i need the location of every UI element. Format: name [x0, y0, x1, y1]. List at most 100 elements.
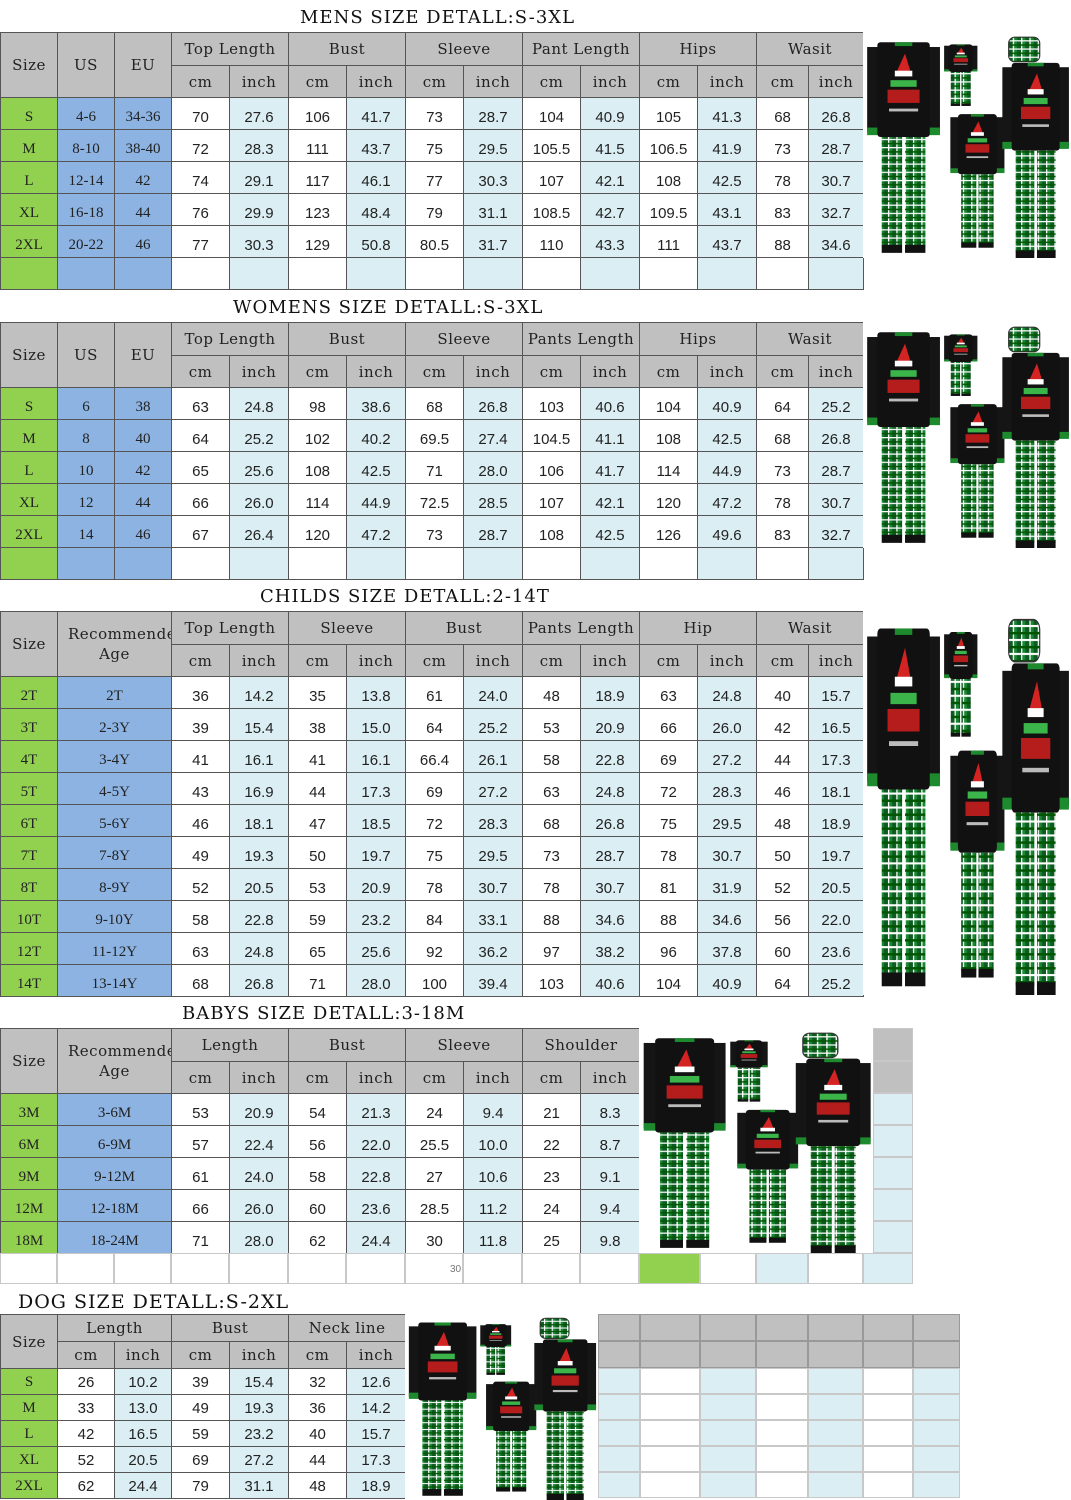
cm-value-cell: 105.5 — [522, 129, 582, 162]
inch-value-cell: 31.1 — [229, 1472, 290, 1499]
cm-value-cell: 109.5 — [639, 193, 699, 226]
inch-value-cell: 29.5 — [463, 129, 524, 162]
cm-value-cell: 107 — [522, 483, 582, 516]
cm-value-cell: 103 — [522, 964, 582, 997]
inch-value-cell: 18.1 — [808, 772, 865, 805]
inch-value-cell: 26.0 — [697, 708, 758, 741]
inch-value-cell: 47.2 — [345, 515, 407, 548]
cm-value-cell: 92 — [405, 932, 464, 965]
blank-cell — [863, 1253, 913, 1284]
cm-value-cell: 41 — [171, 740, 230, 773]
cm-value-cell: 73 — [756, 451, 810, 484]
unit-header-cm: cm — [522, 1061, 582, 1094]
age-cell: 18-24M — [57, 1221, 172, 1254]
size-cell: 4T — [0, 740, 58, 773]
inch-value-cell: 24.4 — [346, 1221, 407, 1254]
dog-outfit-icon — [1008, 36, 1041, 63]
cm-value-cell: 73 — [756, 129, 810, 162]
age-cell: 3-6M — [57, 1093, 172, 1126]
size-cell: L — [0, 161, 58, 194]
blank-cell — [640, 1472, 700, 1498]
header-row-units: cm inch cm inch cm inch cm inch — [1, 1061, 641, 1094]
column-header: Size — [0, 611, 58, 677]
inch-value-cell: 17.3 — [808, 740, 865, 773]
age-cell: 13-14Y — [57, 964, 172, 997]
inch-value-cell: 26.1 — [462, 740, 524, 773]
blank-cell — [700, 1420, 756, 1446]
size-cell: XL — [0, 1446, 58, 1473]
inch-value-cell: 26.8 — [580, 804, 641, 837]
table-row: 6T 5-6Y 46 18.1 47 18.5 72 28.3 68 26.8 75 29.5 48 18… — [0, 804, 865, 837]
cm-value-cell: 83 — [756, 515, 810, 548]
unit-header-inch: inch — [346, 644, 406, 677]
table-row: 9M 9-12M 61 24.0 58 22.8 27 10.6 23 9.1 — [0, 1157, 641, 1190]
cm-value-cell: 44 — [288, 772, 347, 805]
blank-cell — [700, 1368, 756, 1394]
cm-value-cell: 26 — [57, 1368, 115, 1395]
cm-value-cell: 44 — [288, 1446, 348, 1473]
measurement-group-header: Hips — [639, 32, 758, 66]
header-row-units: cm inch cm inch cm inch cm inch cm inch cm inch — [1, 355, 865, 388]
inch-value-cell: 20.9 — [580, 708, 641, 741]
inch-value-cell: 38.2 — [580, 932, 641, 965]
inch-value-cell: 43.7 — [345, 129, 407, 162]
unit-header-inch: inch — [808, 644, 865, 677]
cm-value-cell: 36 — [288, 1394, 348, 1421]
eu-size-cell: 46 — [114, 515, 172, 548]
cm-value-cell: 117 — [288, 161, 347, 194]
cm-value-cell: 63 — [639, 676, 699, 709]
table-row: XL 52 20.5 69 27.2 44 17.3 — [0, 1446, 407, 1473]
measurement-group-header: Length — [170, 1028, 290, 1062]
inch-value-cell: 41.3 — [697, 97, 758, 130]
cm-value-cell: 60 — [288, 1189, 348, 1222]
section-title: BABYS SIZE DETALL:3-18M — [182, 1003, 466, 1024]
cm-value-cell: 52 — [171, 868, 230, 901]
cm-value-cell: 63 — [522, 772, 582, 805]
inch-value-cell — [580, 547, 641, 580]
pajama-figure — [730, 1040, 768, 1102]
measurement-group-header: Bust — [404, 611, 524, 645]
pajama-figure — [867, 628, 940, 987]
inch-value-cell — [580, 257, 641, 290]
inch-value-cell: 40.6 — [580, 387, 641, 420]
inch-value-cell: 25.2 — [808, 964, 865, 997]
cm-value-cell: 73 — [405, 515, 465, 548]
eu-size-cell: 42 — [114, 451, 172, 484]
cm-value-cell: 49 — [171, 836, 230, 869]
inch-value-cell: 17.3 — [346, 772, 406, 805]
unit-header-cm: cm — [756, 65, 810, 98]
blank-cell — [598, 1394, 640, 1420]
inch-value-cell: 28.7 — [463, 97, 524, 130]
inch-value-cell: 40.2 — [345, 419, 407, 452]
cm-value-cell: 66 — [171, 1189, 230, 1222]
inch-value-cell: 24.0 — [462, 676, 524, 709]
blank-cell — [913, 1472, 960, 1498]
measurement-group-header: Pants Length — [522, 322, 641, 356]
inch-value-cell — [463, 257, 524, 290]
cm-value-cell: 21 — [522, 1093, 582, 1126]
cm-value-cell: 36 — [171, 676, 230, 709]
measurement-group-header: Length — [56, 1314, 173, 1342]
inch-value-cell: 8.3 — [580, 1093, 641, 1126]
unit-header-cm: cm — [405, 65, 465, 98]
cm-value-cell: 105 — [639, 97, 699, 130]
inch-value-cell: 22.4 — [228, 1125, 290, 1158]
unit-header-inch: inch — [463, 65, 524, 98]
cm-value-cell: 66 — [639, 708, 699, 741]
inch-value-cell: 11.8 — [463, 1221, 524, 1254]
measurement-group-header: Sleeve — [405, 32, 524, 66]
eu-size-cell: 44 — [114, 193, 172, 226]
pajama-figure — [867, 42, 940, 253]
blank-header-cell — [640, 1314, 700, 1341]
cm-value-cell: 120 — [639, 483, 699, 516]
size-cell: S — [0, 1368, 58, 1395]
cm-value-cell: 46 — [756, 772, 810, 805]
inch-value-cell: 31.7 — [463, 225, 524, 258]
cm-value-cell: 28.5 — [405, 1189, 465, 1222]
section-title: WOMENS SIZE DETALL:S-3XL — [233, 297, 544, 318]
size-cell: 6T — [0, 804, 58, 837]
blank-cell — [913, 1394, 960, 1420]
table-row: 8T 8-9Y 52 20.5 53 20.9 78 30.7 78 30.7 81 31.9 52 20… — [0, 868, 865, 901]
unit-header-cm: cm — [171, 355, 230, 388]
